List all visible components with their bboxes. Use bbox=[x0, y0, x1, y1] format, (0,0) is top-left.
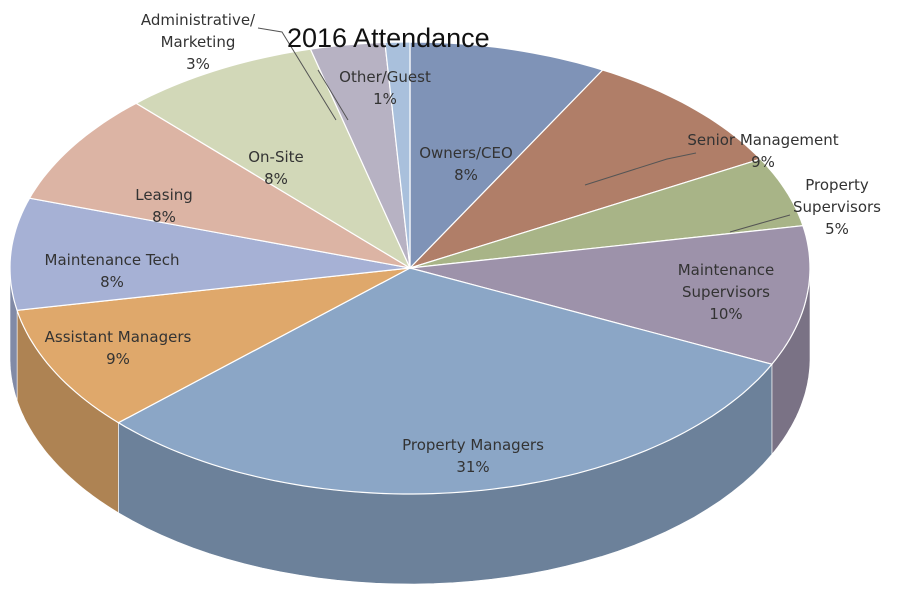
slice-on-site bbox=[134, 48, 412, 270]
data-label-on-site: On-Site 8% bbox=[248, 148, 304, 188]
data-label-property-managers: Property Managers 31% bbox=[402, 436, 544, 476]
leader-line-administrative-marketing bbox=[257, 27, 337, 121]
chart-title: 2016 Attendance bbox=[287, 23, 490, 53]
slice-owners-ceo bbox=[409, 41, 604, 270]
leader-line-senior-management bbox=[584, 152, 697, 186]
slice-maintenance-tech bbox=[9, 197, 411, 311]
data-label-administrative-marketing: Administrative/Marketing 3% bbox=[141, 11, 256, 73]
slice-leasing bbox=[28, 102, 411, 269]
data-label-maintenance-supervisors: Maintenance Supervisors 10% bbox=[678, 261, 775, 323]
leader-line-other-guest bbox=[317, 69, 349, 121]
slice-maintenance-supervisors bbox=[409, 225, 811, 365]
leader-line-property-supervisors bbox=[729, 214, 791, 233]
data-label-maintenance-tech: Maintenance Tech 8% bbox=[45, 251, 180, 291]
data-label-other-guest: Other/Guest 1% bbox=[339, 68, 431, 108]
data-label-senior-management: Senior Management 9% bbox=[687, 131, 838, 171]
data-label-property-supervisors: Property Supervisors 5% bbox=[793, 176, 881, 238]
data-label-leasing: Leasing 8% bbox=[135, 186, 193, 226]
data-label-owners-ceo: Owners/CEO 8% bbox=[419, 144, 513, 184]
slice-property-managers bbox=[117, 267, 773, 495]
slice-senior-management bbox=[409, 69, 762, 269]
slice-other-guest bbox=[384, 41, 411, 269]
data-label-assistant-managers: Assistant Managers 9% bbox=[45, 328, 192, 368]
slice-assistant-managers bbox=[16, 267, 411, 424]
slice-property-supervisors bbox=[409, 158, 804, 269]
